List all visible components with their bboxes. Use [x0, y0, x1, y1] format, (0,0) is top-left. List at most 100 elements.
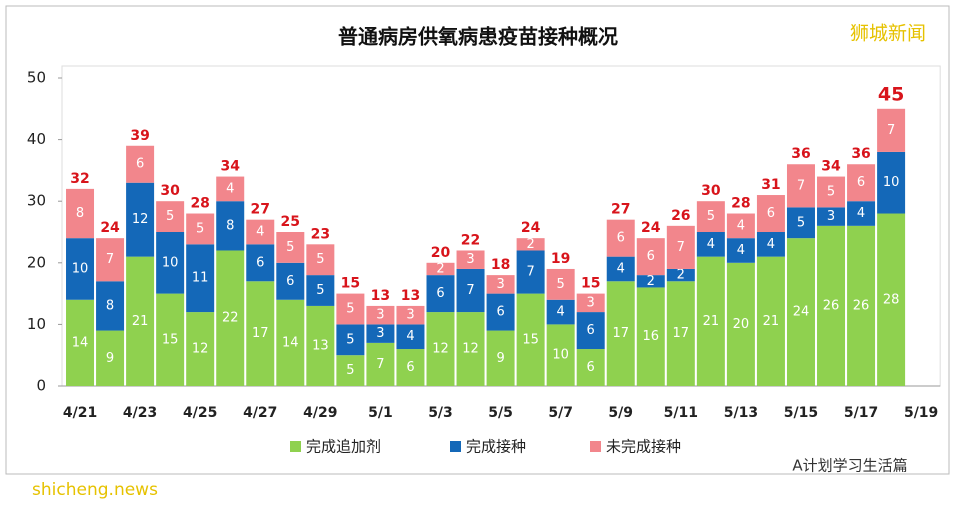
- segment-label: 15: [522, 332, 539, 347]
- bar-segment: [516, 293, 545, 386]
- total-label: 18: [491, 257, 510, 273]
- total-label: 26: [671, 208, 690, 224]
- bar-segment: [156, 232, 185, 294]
- segment-label: 24: [793, 305, 810, 320]
- segment-label: 6: [587, 360, 595, 375]
- bar-segment: [666, 225, 695, 269]
- segment-label: 5: [827, 184, 835, 199]
- segment-label: 7: [376, 357, 384, 372]
- bar-segment: [636, 238, 665, 276]
- segment-label: 5: [316, 283, 324, 298]
- x-tick-label: 5/5: [488, 405, 513, 421]
- bar-segment: [156, 293, 185, 386]
- bar-segment: [546, 299, 575, 325]
- segment-label: 5: [797, 215, 805, 230]
- bar-segment: [426, 275, 455, 313]
- bar-segment: [126, 145, 155, 183]
- total-label: 24: [521, 220, 541, 236]
- bar-segment: [576, 312, 605, 350]
- bar-segment: [126, 182, 155, 257]
- legend-label: 未完成接种: [606, 438, 681, 456]
- bar-segment: [396, 349, 425, 386]
- bar-segment: [486, 275, 515, 294]
- segment-label: 6: [496, 305, 504, 320]
- segment-label: 3: [376, 326, 384, 341]
- segment-label: 8: [226, 218, 234, 233]
- bar-segment: [396, 324, 425, 350]
- segment-label: 12: [432, 342, 449, 357]
- segment-label: 9: [106, 351, 114, 366]
- bar-segment: [186, 312, 215, 386]
- bar-segment: [486, 330, 515, 386]
- bar-segment: [877, 108, 906, 152]
- segment-label: 6: [256, 255, 264, 270]
- bar-segment: [456, 250, 485, 269]
- segment-label: 4: [707, 237, 715, 252]
- segment-label: 3: [376, 308, 384, 323]
- x-tick-label: 4/27: [243, 405, 277, 421]
- segment-label: 2: [647, 274, 655, 289]
- segment-label: 10: [883, 175, 900, 190]
- total-label: 15: [581, 276, 600, 292]
- total-label: 31: [761, 177, 780, 193]
- y-tick-label: 0: [36, 377, 46, 395]
- segment-label: 6: [406, 360, 414, 375]
- bar-segment: [66, 299, 95, 386]
- bar-segment: [96, 281, 125, 331]
- bar-segment: [306, 275, 335, 306]
- bar-segment: [246, 281, 275, 386]
- bar-segment: [396, 305, 425, 325]
- bar-segment: [756, 256, 785, 386]
- bar-segment: [246, 244, 275, 282]
- watermark: shicheng.news: [32, 480, 158, 500]
- segment-label: 20: [733, 317, 750, 332]
- x-tick-label: 5/19: [904, 405, 938, 421]
- total-label: 36: [851, 146, 870, 162]
- segment-label: 12: [192, 342, 209, 357]
- segment-label: 21: [132, 314, 149, 329]
- bar-segment: [847, 164, 876, 202]
- segment-label: 5: [166, 209, 174, 224]
- segment-label: 7: [797, 178, 805, 193]
- segment-label: 4: [557, 305, 565, 320]
- segment-label: 4: [857, 206, 865, 221]
- bar-segment: [306, 244, 335, 276]
- bar-segment: [186, 244, 215, 313]
- bar-segment: [126, 256, 155, 386]
- y-tick-label: 10: [27, 315, 46, 333]
- segment-label: 4: [737, 218, 745, 233]
- total-label: 39: [130, 128, 149, 144]
- segment-label: 3: [406, 308, 414, 323]
- bar-segment: [666, 268, 695, 282]
- bar-segment: [456, 312, 485, 386]
- watermark: 狮城新闻: [850, 23, 926, 45]
- total-label: 28: [190, 196, 209, 212]
- bar-segment: [847, 201, 876, 226]
- segment-label: 17: [673, 326, 690, 341]
- x-tick-label: 5/11: [664, 405, 698, 421]
- segment-label: 8: [76, 206, 84, 221]
- bar-segment: [606, 281, 635, 386]
- bar-segment: [96, 238, 125, 282]
- total-label: 27: [251, 202, 270, 218]
- total-label: 13: [401, 288, 420, 304]
- segment-label: 5: [346, 302, 354, 317]
- segment-label: 6: [767, 206, 775, 221]
- bar-segment: [606, 219, 635, 257]
- segment-label: 7: [887, 123, 895, 138]
- bar-segment: [576, 293, 605, 313]
- total-label: 34: [821, 159, 841, 175]
- watermark: A计划学习生活篇: [792, 457, 907, 475]
- bar-segment: [726, 213, 755, 239]
- segment-label: 26: [823, 298, 840, 313]
- x-tick-label: 5/17: [844, 405, 878, 421]
- segment-label: 26: [853, 298, 870, 313]
- bar-segment: [186, 213, 215, 245]
- total-label: 19: [551, 251, 570, 267]
- bar-segment: [516, 238, 545, 251]
- segment-label: 5: [557, 277, 565, 292]
- bar-segment: [456, 268, 485, 313]
- segment-label: 28: [883, 292, 900, 307]
- x-tick-label: 5/15: [784, 405, 818, 421]
- segment-label: 21: [763, 314, 780, 329]
